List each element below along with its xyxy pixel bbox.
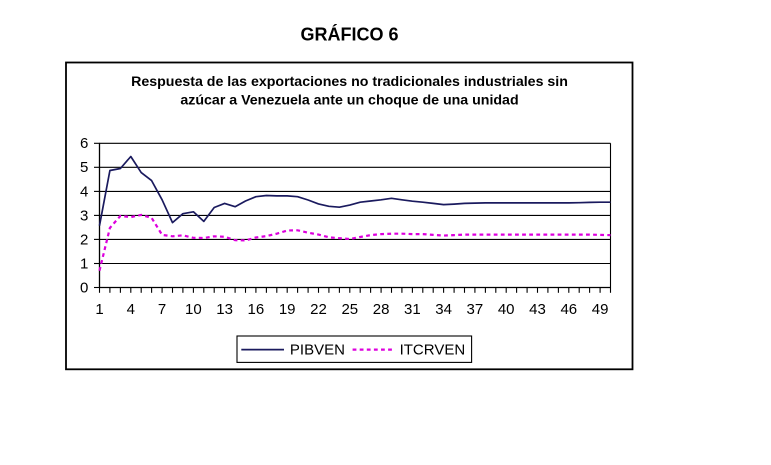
- svg-text:43: 43: [529, 301, 546, 318]
- svg-text:37: 37: [467, 301, 484, 318]
- svg-text:1: 1: [95, 301, 103, 318]
- svg-text:34: 34: [435, 301, 452, 318]
- svg-text:PIBVEN: PIBVEN: [290, 342, 345, 359]
- svg-text:ITCRVEN: ITCRVEN: [400, 342, 466, 359]
- svg-text:2: 2: [80, 231, 88, 248]
- svg-text:GRÁFICO 6: GRÁFICO 6: [300, 23, 398, 44]
- svg-text:3: 3: [80, 207, 88, 224]
- svg-text:Respuesta de las exportaciones: Respuesta de las exportaciones no tradic…: [131, 74, 568, 90]
- svg-text:10: 10: [185, 301, 202, 318]
- svg-text:4: 4: [127, 301, 135, 318]
- svg-text:13: 13: [216, 301, 233, 318]
- svg-text:4: 4: [80, 183, 88, 200]
- svg-text:6: 6: [80, 135, 88, 152]
- svg-text:0: 0: [80, 279, 88, 296]
- svg-text:1: 1: [80, 255, 88, 272]
- svg-text:28: 28: [373, 301, 390, 318]
- svg-text:7: 7: [158, 301, 166, 318]
- svg-text:19: 19: [279, 301, 296, 318]
- svg-text:46: 46: [560, 301, 577, 318]
- svg-text:40: 40: [498, 301, 515, 318]
- svg-text:25: 25: [341, 301, 358, 318]
- svg-text:5: 5: [80, 159, 88, 176]
- svg-text:49: 49: [592, 301, 609, 318]
- svg-text:azúcar a Venezuela ante un cho: azúcar a Venezuela ante un choque de una…: [180, 93, 518, 109]
- svg-text:31: 31: [404, 301, 421, 318]
- svg-text:22: 22: [310, 301, 327, 318]
- svg-text:16: 16: [248, 301, 265, 318]
